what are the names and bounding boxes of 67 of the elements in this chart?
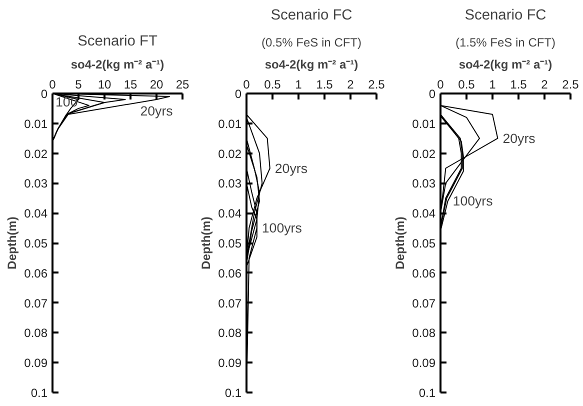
- chart-subtitle: (0.5% FeS in CFT): [261, 36, 362, 50]
- y-tick-label: 0.03: [412, 176, 436, 191]
- x-tick-label: 0: [437, 78, 444, 92]
- y-tick-label: 0.05: [412, 236, 436, 250]
- y-tick-label: 0.04: [24, 206, 48, 221]
- annotation: 20yrs: [274, 160, 308, 176]
- x-axis-title: so4-2(kg m⁻² a⁻¹): [264, 58, 358, 72]
- chart-title: Scenario FC: [464, 8, 547, 24]
- y-tick-label: 0.1: [224, 386, 242, 400]
- y-tick-label: 0.04: [412, 206, 436, 221]
- y-axis-title: Depth(m): [393, 216, 408, 270]
- y-tick-label: 0.01: [218, 116, 242, 131]
- x-tick-label: 0: [49, 78, 56, 92]
- x-tick-label: 2: [347, 78, 354, 92]
- x-tick-label: 2: [541, 78, 548, 92]
- x-tick-label: 2.5: [562, 78, 580, 92]
- x-tick-label: 0: [243, 78, 250, 92]
- y-tick-label: 0.03: [24, 176, 48, 191]
- x-tick-label: 1: [295, 78, 302, 92]
- y-tick-label: 0.1: [30, 386, 48, 400]
- y-tick-label: 0.09: [218, 356, 242, 370]
- annotation: 100yrs: [262, 220, 302, 236]
- y-tick-label: 0.02: [24, 146, 48, 161]
- x-tick-label: 5: [75, 78, 82, 92]
- y-tick-label: 0.05: [218, 236, 242, 250]
- x-tick-label: 15: [124, 78, 138, 92]
- x-tick-label: 1.5: [510, 78, 528, 92]
- y-tick-label: 0.07: [24, 296, 48, 310]
- y-tick-label: 0.08: [24, 326, 48, 340]
- annotation: 20yrs: [502, 130, 536, 146]
- y-tick-label: 0.09: [412, 356, 436, 370]
- y-tick-label: 0.01: [412, 116, 436, 131]
- x-axis-title: so4-2(kg m⁻² a⁻¹): [70, 58, 164, 72]
- y-tick-label: 0.09: [24, 356, 48, 370]
- y-axis-title: Depth(m): [5, 216, 20, 270]
- x-tick-label: 25: [176, 78, 190, 92]
- y-tick-label: 0.08: [412, 326, 436, 340]
- x-tick-label: 0.5: [264, 78, 282, 92]
- chart-subtitle: (1.5% FeS in CFT): [455, 36, 556, 50]
- y-tick-label: 0.06: [412, 266, 436, 280]
- y-tick-label: 0.02: [412, 146, 436, 161]
- chart-title: Scenario FC: [270, 8, 353, 24]
- y-tick-label: 0.04: [218, 206, 242, 221]
- y-tick-label: 0.1: [418, 386, 436, 400]
- annotation: 20yrs: [140, 103, 174, 118]
- x-tick-label: 1.5: [316, 78, 334, 92]
- y-tick-label: 0: [234, 87, 242, 101]
- x-tick-label: 10: [98, 78, 112, 92]
- x-tick-label: 2.5: [368, 78, 386, 92]
- y-tick-label: 0.02: [218, 146, 242, 161]
- y-tick-label: 0: [428, 87, 436, 101]
- x-tick-label: 0.5: [458, 78, 476, 92]
- y-tick-label: 0.07: [412, 296, 436, 310]
- chart-title: Scenario FT: [78, 34, 158, 50]
- y-tick-label: 0.03: [218, 176, 242, 191]
- y-tick-label: 0: [40, 87, 48, 101]
- x-axis-title: so4-2(kg m⁻² a⁻¹): [458, 58, 552, 72]
- x-tick-label: 20: [150, 78, 164, 92]
- y-axis-title: Depth(m): [199, 216, 214, 270]
- y-tick-label: 0.07: [218, 296, 242, 310]
- x-tick-label: 1: [489, 78, 496, 92]
- annotation: 100yrs: [452, 194, 494, 209]
- y-tick-label: 0.05: [24, 236, 48, 250]
- y-tick-label: 0.06: [218, 266, 242, 280]
- y-tick-label: 0.06: [24, 266, 48, 280]
- y-tick-label: 0.01: [24, 116, 48, 131]
- y-tick-label: 0.08: [218, 326, 242, 340]
